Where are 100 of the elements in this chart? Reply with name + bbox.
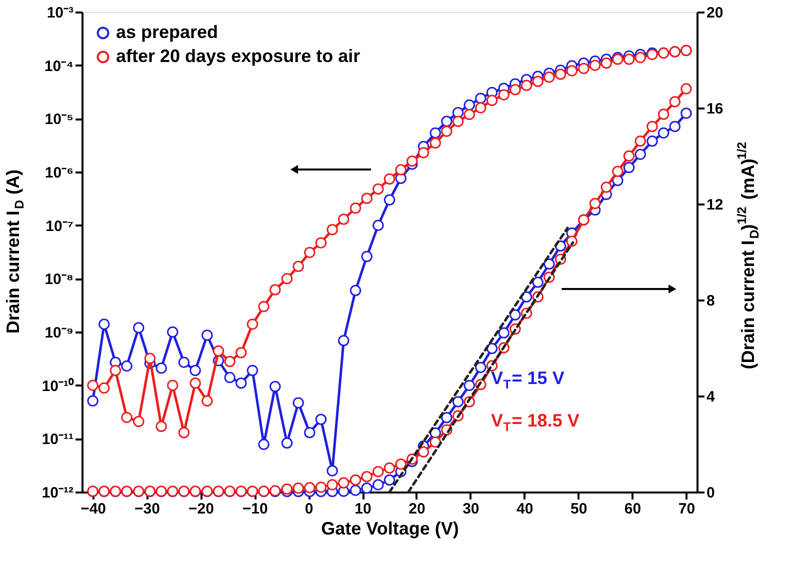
y2-tick-label: 4 xyxy=(706,388,716,406)
x-tick-label: −20 xyxy=(188,500,214,518)
point xyxy=(498,89,510,100)
point xyxy=(361,192,372,204)
point xyxy=(554,68,566,80)
point xyxy=(464,108,475,120)
point xyxy=(315,237,327,248)
point xyxy=(430,137,441,149)
point xyxy=(634,52,646,64)
point xyxy=(475,102,486,114)
y-tick-label: 10⁻⁷ xyxy=(46,218,74,235)
x-tick-label: 70 xyxy=(678,500,696,518)
y2-tick-label: 16 xyxy=(706,100,724,118)
point xyxy=(292,260,304,272)
y2-tick-label: 12 xyxy=(706,196,724,214)
point xyxy=(202,330,213,341)
point xyxy=(520,80,532,92)
point xyxy=(121,412,132,424)
point xyxy=(190,378,201,389)
y2-axis-title: (Drain current ID)1/2(mA)1/2 xyxy=(735,142,762,370)
x-tick-label: 60 xyxy=(624,500,642,518)
y-tick-label: 10⁻⁴ xyxy=(44,58,74,75)
point xyxy=(623,54,635,65)
x-tick-label: −30 xyxy=(134,500,160,518)
point xyxy=(372,220,384,231)
y-tick-label: 10⁻⁹ xyxy=(44,324,74,342)
point xyxy=(338,214,350,225)
point xyxy=(281,437,293,449)
point xyxy=(464,99,475,111)
y2-tick-label: 8 xyxy=(706,292,715,310)
y-tick-label: 10⁻¹⁰ xyxy=(42,376,74,395)
point xyxy=(178,426,190,438)
y-tick-label: 10⁻⁶ xyxy=(44,164,74,182)
point xyxy=(430,127,441,139)
point xyxy=(270,380,281,392)
point xyxy=(384,173,396,185)
point xyxy=(589,60,601,71)
x-tick-label: 30 xyxy=(462,500,480,518)
point xyxy=(121,360,132,372)
point xyxy=(224,372,236,384)
point xyxy=(292,397,304,408)
y-tick-label: 10⁻¹² xyxy=(42,484,74,502)
point xyxy=(486,94,498,106)
point xyxy=(133,416,144,428)
legend-label: after 20 days exposure to air xyxy=(116,46,360,66)
point xyxy=(98,318,110,330)
point xyxy=(384,194,396,206)
point xyxy=(224,356,236,368)
y-tick-label: 10⁻¹¹ xyxy=(42,431,74,448)
point xyxy=(441,126,452,137)
point xyxy=(281,273,293,284)
x-tick-label: −40 xyxy=(80,500,106,518)
point xyxy=(190,364,201,376)
point xyxy=(566,65,578,76)
point xyxy=(326,224,338,236)
point xyxy=(304,426,316,438)
point xyxy=(372,183,384,195)
x-tick-label: 10 xyxy=(354,500,372,518)
point xyxy=(98,382,110,394)
y-tick-label: 10⁻⁵ xyxy=(44,111,74,128)
point xyxy=(236,347,247,358)
point xyxy=(452,106,464,118)
point xyxy=(304,246,316,258)
x-tick-label: 50 xyxy=(570,500,588,518)
point xyxy=(246,364,258,376)
point xyxy=(510,84,521,96)
point xyxy=(350,284,362,296)
point xyxy=(156,420,167,432)
x-tick-label: 40 xyxy=(516,500,534,518)
point xyxy=(270,284,281,296)
y-axis-title: Drain current ID (A) xyxy=(3,170,26,334)
x-tick-label: 0 xyxy=(304,500,314,518)
point xyxy=(406,156,418,167)
y2-tick-label: 0 xyxy=(706,484,715,502)
point xyxy=(578,62,590,74)
y-tick-label: 10⁻³ xyxy=(46,4,74,22)
point xyxy=(441,116,452,127)
legend-label: as prepared xyxy=(116,22,218,42)
point xyxy=(236,378,247,389)
point xyxy=(167,326,178,338)
point xyxy=(258,300,270,312)
point xyxy=(167,380,178,391)
point xyxy=(258,438,270,450)
point xyxy=(133,322,144,334)
point xyxy=(361,250,372,262)
point xyxy=(246,318,258,330)
point xyxy=(178,356,190,368)
point xyxy=(600,58,612,69)
point xyxy=(144,352,156,364)
point xyxy=(202,395,213,407)
y2-tick-label: 20 xyxy=(706,4,724,22)
point xyxy=(212,345,224,357)
point xyxy=(350,202,362,214)
point xyxy=(87,395,98,407)
point xyxy=(315,414,327,425)
point xyxy=(110,364,122,376)
point xyxy=(475,92,486,104)
point xyxy=(326,465,338,476)
x-axis-title: Gate Voltage (V) xyxy=(321,518,459,538)
y-tick-label: 10⁻⁸ xyxy=(44,271,74,288)
